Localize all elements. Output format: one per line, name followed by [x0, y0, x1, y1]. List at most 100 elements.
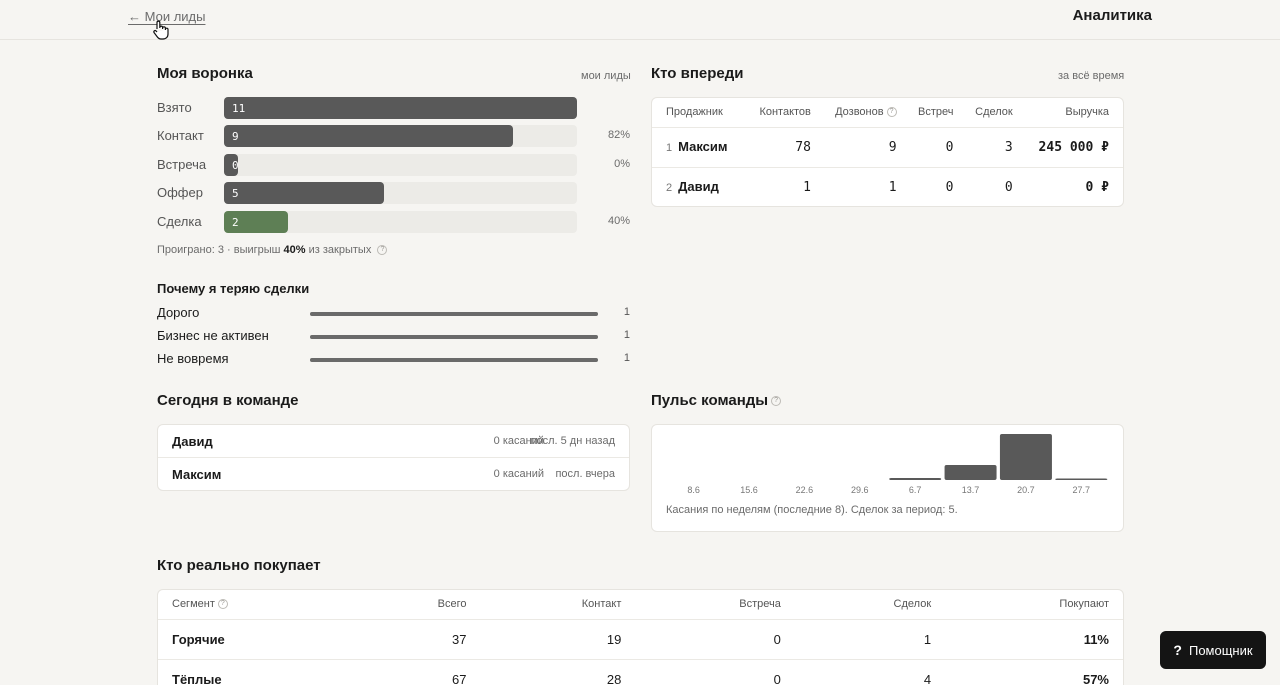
lost-suffix: из закрытых: [305, 244, 372, 256]
top-bar: ← Мои лиды Аналитика: [0, 0, 1280, 40]
segment-name: Горячие: [172, 631, 225, 647]
rank: 2: [666, 182, 673, 195]
pulse-bar: [889, 478, 942, 480]
seller-name: Максим: [678, 139, 728, 154]
calls-cell: 9: [888, 139, 897, 155]
funnel-title: Моя воронка: [157, 65, 253, 82]
rank: 1: [666, 142, 673, 154]
pulse-card: 8.6 15.6 22.6 29.6 6.7 13.7 20.7 27.7 Касания п…: [651, 424, 1124, 532]
column-header: Дозвонов?: [818, 98, 905, 128]
buy-rate-cell: 11%: [1083, 631, 1109, 647]
funnel-stage-label: Контакт: [157, 128, 204, 143]
help-icon[interactable]: ?: [886, 107, 897, 118]
help-icon[interactable]: ?: [217, 599, 228, 610]
pulse-bar: [1055, 478, 1108, 480]
pulse-title-text: Пульс команды: [651, 392, 769, 409]
funnel-track: 0: [224, 154, 577, 176]
team-member-row[interactable]: Давид 0 касаний посл. 5 дн назад: [158, 425, 629, 458]
team-member-touches: 0 касаний: [493, 468, 544, 480]
team-member-name: Максим: [172, 467, 222, 482]
team-member-touches: 0 касаний: [493, 435, 544, 447]
table-header-row: Продажник Контактов Дозвонов? Встреч Сде…: [652, 98, 1123, 128]
hand-cursor-icon: [153, 20, 169, 40]
meeting-cell: 0: [635, 658, 795, 685]
pulse-bar: [999, 434, 1052, 480]
loss-reason-row: Дорого 1: [157, 305, 630, 323]
contact-cell: 19: [606, 631, 622, 647]
funnel-track: 5: [224, 182, 577, 204]
loss-reason-label: Не вовремя: [157, 351, 229, 366]
column-header: Сделок: [961, 98, 1021, 128]
page-title: Аналитика: [1072, 7, 1152, 24]
funnel-bar: 2: [224, 211, 289, 233]
table-row[interactable]: Тёплые 67 28 0 4 57%: [158, 658, 1123, 685]
segments-card: Сегмент? Всего Контакт Встреча Сделок По…: [157, 589, 1124, 685]
help-icon[interactable]: ?: [771, 396, 782, 407]
contact-cell: 28: [480, 658, 636, 685]
team-member-row[interactable]: Максим 0 касаний посл. вчера: [158, 458, 629, 490]
funnel-value: 11: [232, 102, 246, 115]
pulse-tick-label: 20.7: [1017, 485, 1035, 495]
team-today-title: Сегодня в команде: [157, 392, 299, 409]
pulse-caption: Касания по неделям (последние 8). Сделок…: [666, 504, 958, 516]
pulse-bar: [944, 465, 997, 480]
pulse-tick-label: 27.7: [1073, 485, 1091, 495]
funnel-bar: 9: [224, 125, 513, 147]
assistant-label: Помощник: [1188, 642, 1253, 658]
segments-table: Сегмент? Всего Контакт Встреча Сделок По…: [158, 590, 1123, 685]
calls-cell: 1: [818, 166, 905, 206]
loss-reason-count: 1: [623, 352, 630, 364]
team-member-last-activity: посл. вчера: [555, 468, 615, 480]
deals-cell: 0: [961, 166, 1021, 206]
pulse-title: Пульс команды?: [651, 392, 782, 409]
back-to-leads-link[interactable]: ← Мои лиды: [128, 9, 206, 24]
loss-bar: [310, 312, 598, 316]
loss-reason-count: 1: [623, 306, 630, 318]
table-row[interactable]: 1 Максим 78 9 0 3 245 000 ₽: [652, 127, 1123, 167]
help-icon[interactable]: ?: [377, 245, 388, 256]
column-header: Контактов: [744, 98, 819, 128]
meetings-cell: 0: [904, 166, 962, 206]
lost-summary: Проиграно: 3 · выигрыш 40% из закрытых ?: [157, 244, 388, 256]
column-header: Покупают: [945, 590, 1123, 620]
column-header: Сегмент?: [158, 590, 351, 620]
column-header: Контакт: [480, 590, 636, 620]
funnel-row: Взято 11: [157, 97, 630, 119]
funnel-value: 5: [232, 187, 239, 200]
column-header: Продажник: [652, 98, 745, 128]
revenue-cell: 245 000 ₽: [1038, 139, 1109, 155]
loss-reason-label: Дорого: [157, 305, 200, 320]
total-cell: 37: [451, 631, 467, 647]
column-header: Сделок: [794, 590, 946, 620]
loss-reason-row: Не вовремя 1: [157, 351, 630, 369]
funnel-stage-label: Сделка: [157, 214, 202, 229]
funnel-row: Встреча 0 0%: [157, 154, 630, 176]
meeting-cell: 0: [773, 631, 781, 647]
column-header: Всего: [350, 590, 481, 620]
total-cell: 67: [350, 658, 481, 685]
contacts-cell: 78: [795, 139, 811, 155]
team-today-card: Давид 0 касаний посл. 5 дн назад Максим …: [157, 424, 630, 491]
funnel-bar: 0: [224, 154, 239, 176]
team-member-last-activity: посл. 5 дн назад: [530, 435, 615, 447]
funnel-percent: 40%: [607, 215, 630, 227]
column-header: Встреча: [635, 590, 795, 620]
funnel-bar: 5: [224, 182, 385, 204]
contacts-cell: 1: [744, 166, 819, 206]
segments-title: Кто реально покупает: [157, 557, 321, 574]
loss-track: [310, 335, 598, 339]
table-row[interactable]: 2 Давид 1 1 0 0 0 ₽: [652, 166, 1123, 206]
loss-track: [310, 312, 598, 316]
loss-track: [310, 358, 598, 362]
loss-reason-row: Бизнес не активен 1: [157, 328, 630, 346]
deals-cell: 1: [923, 631, 932, 647]
deals-cell: 3: [1004, 139, 1013, 155]
funnel-track: 2: [224, 211, 577, 233]
assistant-button[interactable]: ? Помощник: [1160, 631, 1266, 669]
table-row[interactable]: Горячие 37 19 0 1 11%: [158, 619, 1123, 659]
funnel-stage-label: Оффер: [157, 185, 203, 200]
funnel-track: 11: [224, 97, 577, 119]
funnel-stage-label: Взято: [157, 100, 192, 115]
funnel-scope: мои лиды: [581, 70, 631, 82]
funnel-row: Оффер 5: [157, 182, 630, 204]
